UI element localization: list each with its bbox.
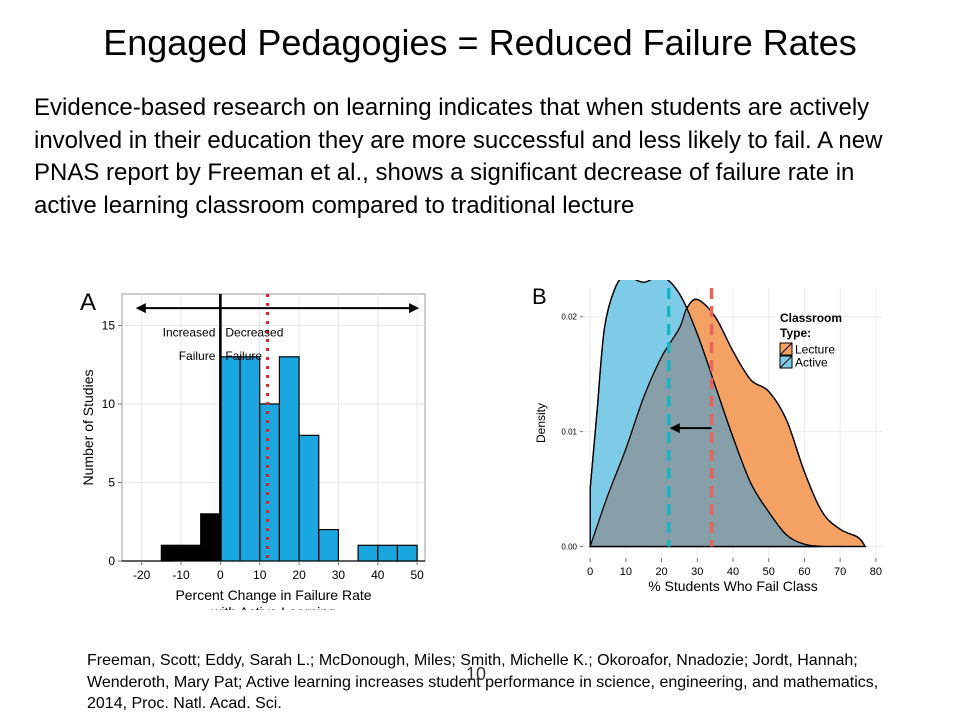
slide-title: Engaged Pedagogies = Reduced Failure Rat… <box>103 22 857 63</box>
x-tick-label: -10 <box>172 568 190 582</box>
x-tick-label: 30 <box>332 568 346 582</box>
x-tick-label: 40 <box>371 568 385 582</box>
x-tick-label: 20 <box>655 566 667 578</box>
density-outline-lecture <box>589 298 867 548</box>
histogram-bar <box>318 528 340 562</box>
shift-arrow-head <box>669 423 680 434</box>
x-tick-label: 0 <box>587 566 593 578</box>
annotation-decreased: Decreased <box>225 325 283 339</box>
histogram-bar <box>278 356 300 562</box>
histogram-bar <box>180 544 202 562</box>
legend-swatch-diagonal <box>779 342 793 356</box>
legend-title-line2: Type: <box>780 326 811 340</box>
annotation-increased: Increased <box>163 325 216 339</box>
panel-label: B <box>532 284 547 309</box>
y-tick-label: 0.00 <box>561 543 577 552</box>
histogram-chart: Increased Failure Decreased Failure -20 -10 0 1… <box>80 289 426 620</box>
y-tick-label: 0.01 <box>561 428 577 437</box>
histogram-bar <box>259 403 281 562</box>
y-tick-label: 10 <box>102 397 116 411</box>
histogram-bar <box>357 544 379 562</box>
histogram-bar <box>298 434 320 562</box>
x-tick-label: 10 <box>253 568 267 582</box>
page-number: 10 <box>466 664 487 684</box>
legend-swatch-diagonal <box>779 355 793 369</box>
x-tick-label: 50 <box>763 566 775 578</box>
x-tick-label: 30 <box>691 566 703 578</box>
x-tick-label: -20 <box>133 568 151 582</box>
histogram-bar <box>160 544 182 562</box>
histogram-bar <box>219 356 241 562</box>
panel-label: A <box>80 289 96 316</box>
y-axis-label: Number of Studies <box>80 370 96 486</box>
x-axis-label-line2: with Active Learning <box>210 604 336 610</box>
y-tick-label: 0.02 <box>561 313 577 322</box>
legend-title: Classroom <box>780 311 842 325</box>
x-tick-label: 0 <box>217 568 224 582</box>
x-tick-label: 70 <box>834 566 846 578</box>
y-tick-label: 15 <box>102 318 116 332</box>
x-tick-label: 40 <box>727 566 739 578</box>
y-axis-label: Density <box>534 403 548 443</box>
annotation-failure-right: Failure <box>225 349 262 363</box>
x-tick-label: 50 <box>410 568 424 582</box>
x-tick-label: 80 <box>870 566 882 578</box>
histogram-bar <box>396 544 418 562</box>
body-paragraph: Evidence-based research on learning indi… <box>34 94 883 219</box>
x-axis-label: % Students Who Fail Class <box>648 578 818 594</box>
legend-label: Lecture <box>795 343 835 357</box>
legend-label: Active <box>795 356 828 370</box>
density-outline-active <box>589 275 823 548</box>
histogram-bar <box>239 356 261 562</box>
x-tick-label: 60 <box>798 566 810 578</box>
histogram-panel-a: Increased Failure Decreased Failure -20 -10 0 1… <box>75 280 440 620</box>
citation-text: Freeman, Scott; Eddy, Sarah L.; McDonoug… <box>87 652 879 712</box>
annotation-failure-left: Failure <box>179 349 216 363</box>
density-chart: 0 10 20 30 40 50 60 70 80 0.00 0.01 0.02 B Density % S… <box>532 275 883 594</box>
x-tick-label: 20 <box>292 568 306 582</box>
y-tick-label: 5 <box>108 475 115 489</box>
arrow-head-left <box>135 303 146 314</box>
arrow-head-right <box>409 303 420 314</box>
density-panel-b: 0 10 20 30 40 50 60 70 80 0.00 0.01 0.02 B Density % S… <box>528 275 893 600</box>
x-tick-label: 10 <box>620 566 632 578</box>
histogram-bar <box>200 513 221 562</box>
histogram-bar <box>377 544 399 562</box>
x-axis-label: Percent Change in Failure Rate <box>175 587 371 603</box>
y-tick-label: 0 <box>108 554 115 568</box>
